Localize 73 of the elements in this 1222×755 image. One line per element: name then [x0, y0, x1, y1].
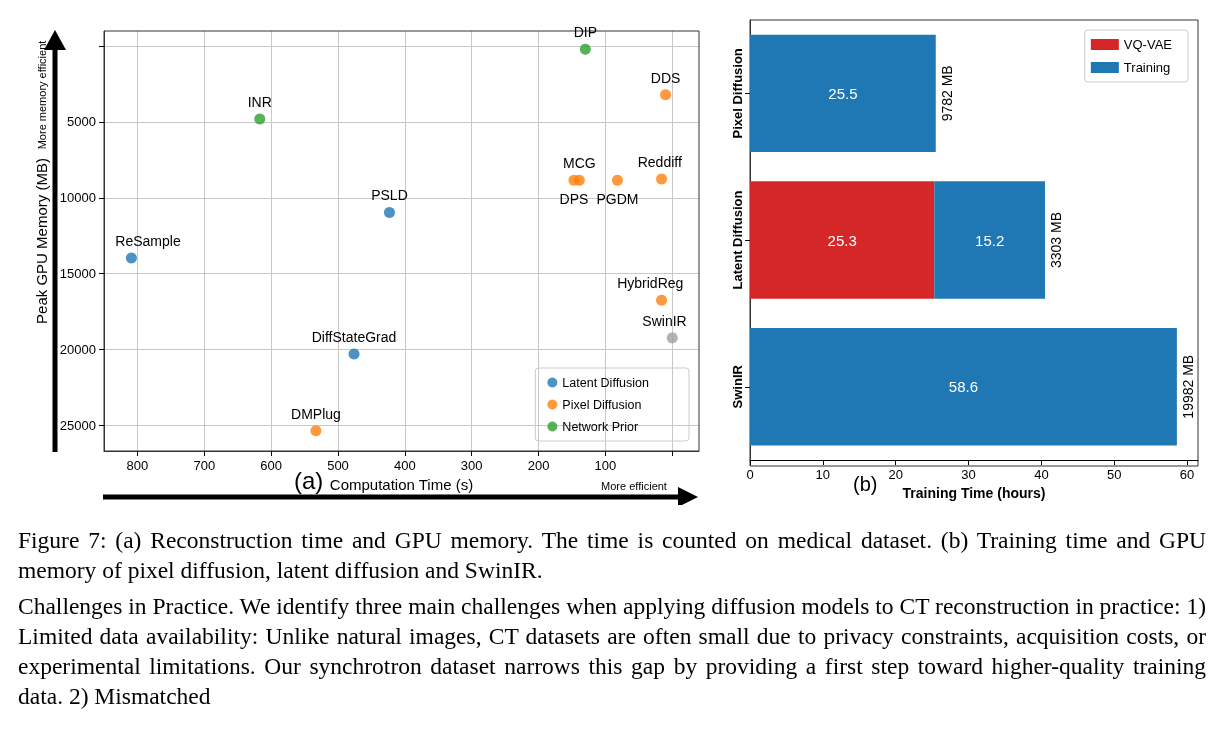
annotation: DiffStateGrad [311, 328, 397, 345]
text: More efficient [601, 480, 667, 492]
y-axis-title: Peak GPU Memory (MB) [32, 158, 50, 324]
x-tick-label: 600 [260, 458, 282, 473]
x-tick-label: 200 [527, 458, 550, 473]
x-tick-label: 50 [1106, 467, 1122, 483]
text: (b) [853, 473, 878, 495]
annotation: 9782 MB [938, 65, 955, 122]
annotation: INR [247, 93, 272, 110]
y-tick-label: Pixel Diffusion [730, 48, 745, 139]
annotation: ReSample [115, 232, 181, 249]
point [660, 89, 672, 101]
bar [750, 328, 1177, 446]
data-label: 15.2 [975, 231, 1005, 249]
point [656, 173, 668, 185]
annotation: DDS [650, 69, 681, 86]
y-tick-label: Latent Diffusion [730, 190, 745, 290]
annotation: PSLD [371, 187, 408, 204]
x-tick-label: 40 [1034, 467, 1049, 483]
x-tick-label: 400 [393, 458, 416, 473]
annotation: 3303 MB [1048, 212, 1065, 269]
legend-label: Network Prior [562, 419, 639, 434]
data-label: 25.5 [828, 84, 858, 102]
x-tick-label: 20 [888, 467, 903, 483]
point [254, 113, 266, 125]
text: (a) [294, 466, 324, 494]
x-tick-label: 0 [746, 467, 754, 483]
point [125, 252, 137, 264]
legend-label: Pixel Diffusion [562, 397, 642, 412]
annotation: SwinIR [642, 312, 687, 329]
x-tick-label: 500 [327, 458, 349, 473]
y-tick-label: 20000 [59, 341, 96, 357]
annotation: PGDM [596, 191, 639, 208]
y-tick-label: 5000 [67, 114, 96, 130]
text: Challenges in Practice. We identify three main challenges when applying diffusion models to CT reconstruction in practice: 1) Limited data availability: Unlike natural images, CT datasets are often small due to privacy constraints, acquisition costs, or experimental limitations. Our synchrotron dataset narrows this gap by providing a first step toward higher-quality training data. 2) Mismatched [18, 592, 1206, 711]
legend-label: Training [1123, 60, 1171, 75]
point [666, 332, 678, 344]
annotation: 19982 MB [1179, 354, 1196, 419]
x-tick-label: 700 [193, 458, 216, 473]
data-label: 25.3 [827, 231, 857, 249]
x-tick-label: 10 [815, 467, 831, 483]
point [579, 43, 591, 55]
annotation: DMPlug [291, 405, 341, 422]
x-axis-title: Computation Time (s) [329, 475, 474, 493]
annotation: HybridReg [617, 275, 684, 292]
point [348, 348, 360, 360]
x-tick-label: 60 [1179, 467, 1195, 483]
point [573, 174, 585, 186]
bar [750, 34, 936, 153]
x-tick-label: 100 [594, 458, 617, 473]
x-axis-title: Training Time (hours) [902, 485, 1046, 501]
x-tick-label: 300 [460, 458, 483, 473]
annotation: Reddiff [637, 153, 682, 170]
y-tick-label: 10000 [59, 190, 96, 206]
legend-label: VQ-VAE [1123, 37, 1173, 52]
annotation: DPS [559, 191, 589, 208]
data-label: 58.6 [948, 378, 979, 396]
point [611, 174, 623, 186]
point [310, 425, 322, 437]
annotation: MCG [563, 155, 596, 172]
x-tick-label: 30 [961, 467, 976, 483]
y-tick-label: SwinIR [730, 364, 745, 409]
bar [934, 181, 1046, 299]
point [383, 207, 395, 218]
legend-label: Latent Diffusion [562, 375, 650, 390]
y-tick-label: 25000 [59, 417, 96, 433]
x-tick-label: 800 [126, 458, 149, 473]
y-tick-label: 15000 [59, 266, 96, 282]
annotation: DIP [573, 24, 598, 41]
text: More memory efficient [36, 40, 48, 150]
bar [750, 181, 935, 299]
caption: Figure 7: (a) Reconstruction time and GPU memory. The time is counted on medical dataset. (b) Training time and GPU memory of pixel diffusion, latent diffusion and SwinIR. [18, 526, 1206, 585]
point [656, 294, 668, 306]
